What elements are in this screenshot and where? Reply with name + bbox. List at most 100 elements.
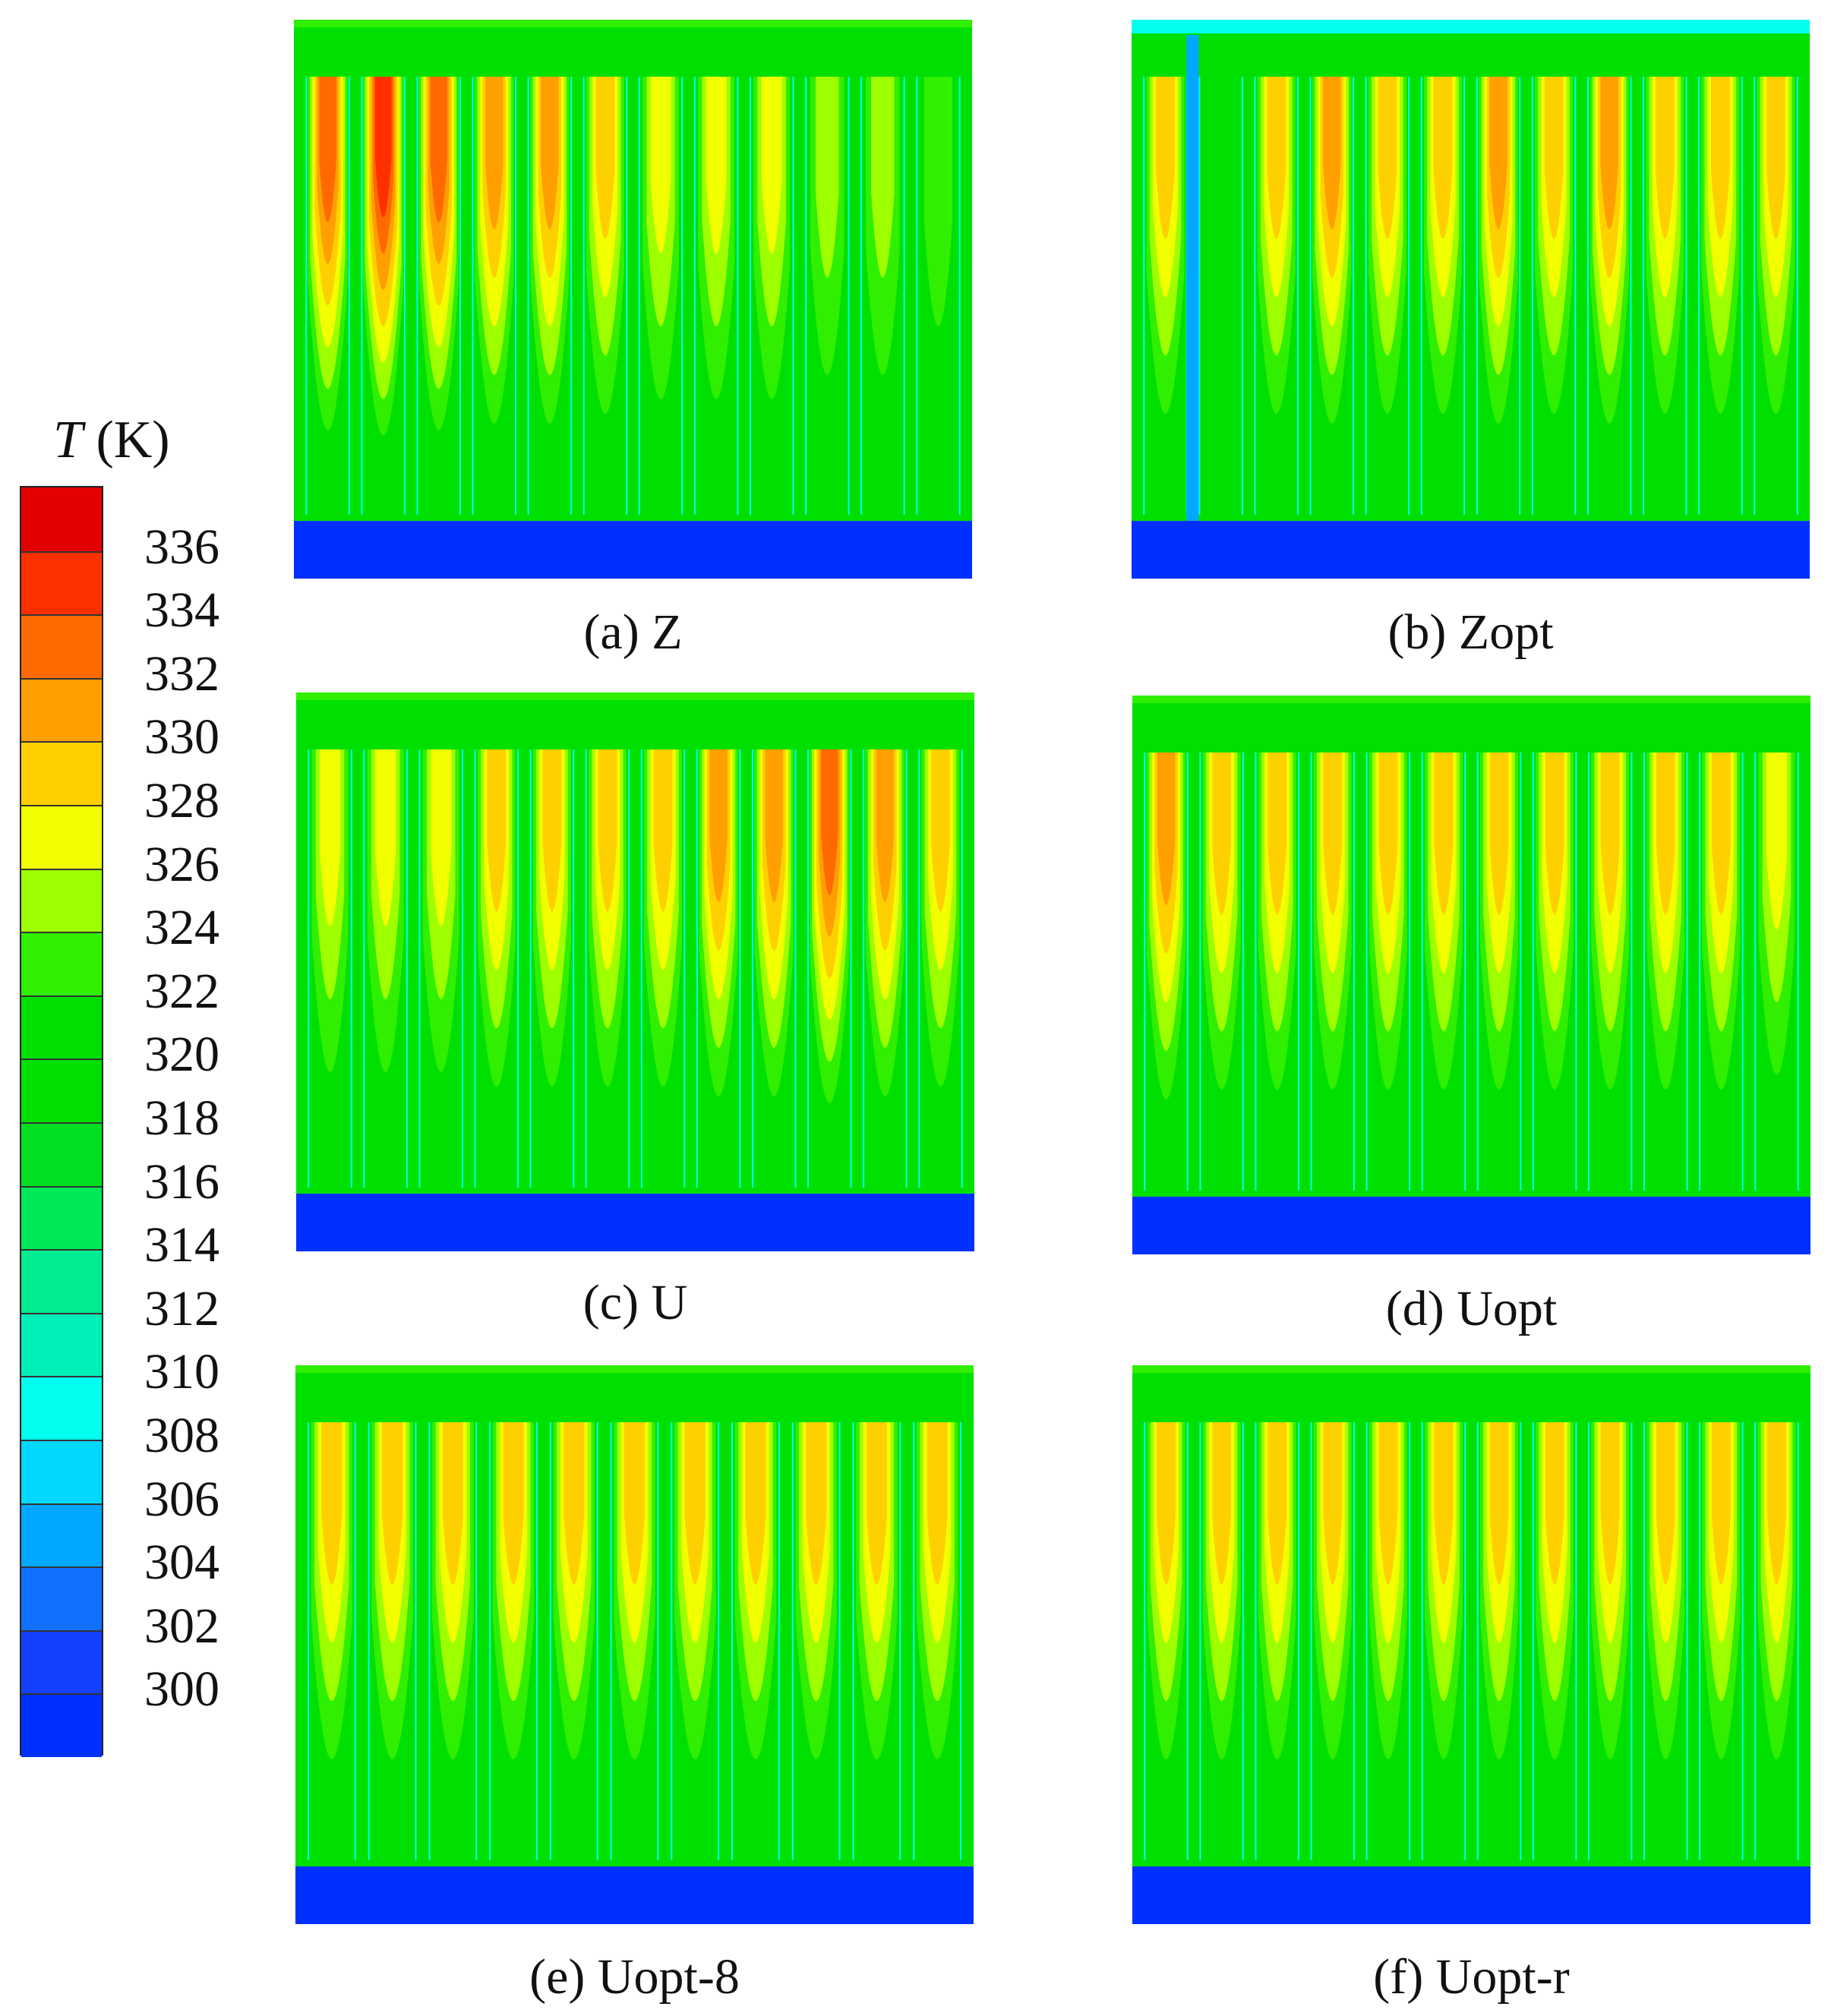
temperature-band (1766, 752, 1787, 929)
channel (1476, 1422, 1522, 1860)
channel (1365, 77, 1410, 515)
channel (1643, 77, 1687, 515)
channel-edge (1199, 1422, 1201, 1860)
channel-edge (1741, 77, 1743, 515)
temperature-band (542, 749, 562, 912)
legend-tick-label: 336 (144, 519, 219, 575)
temperature-band (598, 749, 617, 912)
channel (585, 749, 630, 1188)
temperature-band (927, 1422, 948, 1585)
temperature-band (375, 749, 396, 926)
channel-edge (693, 77, 696, 515)
temperature-band (1434, 752, 1454, 915)
channel (1310, 752, 1356, 1191)
channel-edge (585, 749, 587, 1188)
channel-edge (527, 77, 529, 515)
channel-edge (1297, 1422, 1299, 1860)
channel-edge (1532, 1422, 1534, 1860)
temperature-band (761, 77, 782, 254)
channel-edge (626, 77, 628, 515)
channel-edge (838, 1422, 841, 1860)
channel-edge (1631, 1422, 1633, 1860)
contour-panel-uopt (1132, 696, 1810, 1254)
channel-edge (1365, 752, 1368, 1191)
channel-edge (1586, 77, 1589, 515)
legend-swatch (21, 868, 102, 932)
channel-edge (681, 77, 683, 515)
temperature-band (1433, 77, 1453, 239)
channel-edge (905, 749, 908, 1188)
temperature-band (1267, 752, 1287, 915)
legend-title-symbol: T (53, 411, 83, 469)
channel (1255, 1422, 1299, 1860)
channel (416, 77, 461, 515)
channel-edge (535, 1422, 538, 1860)
channel (852, 1422, 901, 1860)
channel-edge (474, 749, 476, 1188)
temperature-band (1711, 1422, 1731, 1585)
contour-plot (295, 1365, 974, 1924)
channel-edge (848, 77, 850, 515)
channel-edge (718, 1422, 720, 1860)
channel (918, 749, 963, 1188)
channel-edge (307, 1422, 309, 1860)
channel-edge (860, 77, 863, 515)
temperature-band (1544, 77, 1564, 239)
channel (1144, 752, 1189, 1191)
channel (1531, 77, 1577, 515)
caption-z: (a) Z (583, 604, 683, 660)
channel (529, 749, 575, 1188)
channel-edge (428, 1422, 431, 1860)
temperature-band (430, 77, 447, 222)
channel-edge (368, 1422, 370, 1860)
channel-edge (1476, 752, 1479, 1191)
cold-inlet-region (1132, 521, 1810, 579)
temperature-band (382, 1422, 403, 1585)
channel-edge (640, 749, 642, 1188)
manifold-region (296, 693, 974, 1251)
channel-edge (961, 749, 963, 1188)
temperature-band (1489, 1422, 1509, 1585)
channel (1587, 752, 1633, 1191)
channel-edge (1476, 1422, 1479, 1860)
channel (1586, 77, 1632, 515)
temperature-band (1489, 752, 1509, 915)
channel-edge (683, 749, 686, 1188)
channel-edge (792, 77, 794, 515)
legend-tick-label: 330 (144, 709, 219, 765)
channel (1143, 77, 1188, 515)
legend-tick-label: 312 (144, 1280, 219, 1336)
channel (640, 749, 686, 1188)
cold-inlet-region (1132, 1197, 1810, 1254)
channel-edge (1643, 752, 1646, 1191)
legend-swatch (21, 1312, 102, 1377)
channel-edge (731, 1422, 734, 1860)
legend-tick-label: 320 (144, 1027, 219, 1083)
contour-plot (1132, 696, 1810, 1254)
channel (1421, 1422, 1466, 1860)
channel-edge (1241, 77, 1243, 515)
channel (428, 1422, 478, 1860)
channel-edge (1186, 1422, 1189, 1860)
channel-edge (459, 77, 461, 515)
legend-swatch (21, 1440, 102, 1503)
contour-panel-uopt-8 (295, 1365, 974, 1924)
channel (1310, 1422, 1356, 1860)
temperature-band (442, 1422, 463, 1585)
contour-panel-zopt (1132, 20, 1810, 579)
legend-tick-label: 328 (144, 773, 219, 828)
channel-edge (1353, 1422, 1356, 1860)
legend-swatch (21, 1058, 102, 1122)
temperature-band (320, 749, 340, 926)
channel-edge (696, 749, 698, 1188)
channel (1255, 752, 1299, 1191)
legend-swatch (21, 1185, 102, 1250)
channel (549, 1422, 598, 1860)
channel-edge (958, 77, 961, 515)
channel-edge (1409, 1422, 1411, 1860)
legend-tick-label: 332 (144, 645, 219, 702)
temperature-band (1710, 77, 1730, 239)
legend-tick-label: 310 (144, 1344, 219, 1400)
channel-edge (1754, 1422, 1757, 1860)
channel (474, 749, 519, 1188)
